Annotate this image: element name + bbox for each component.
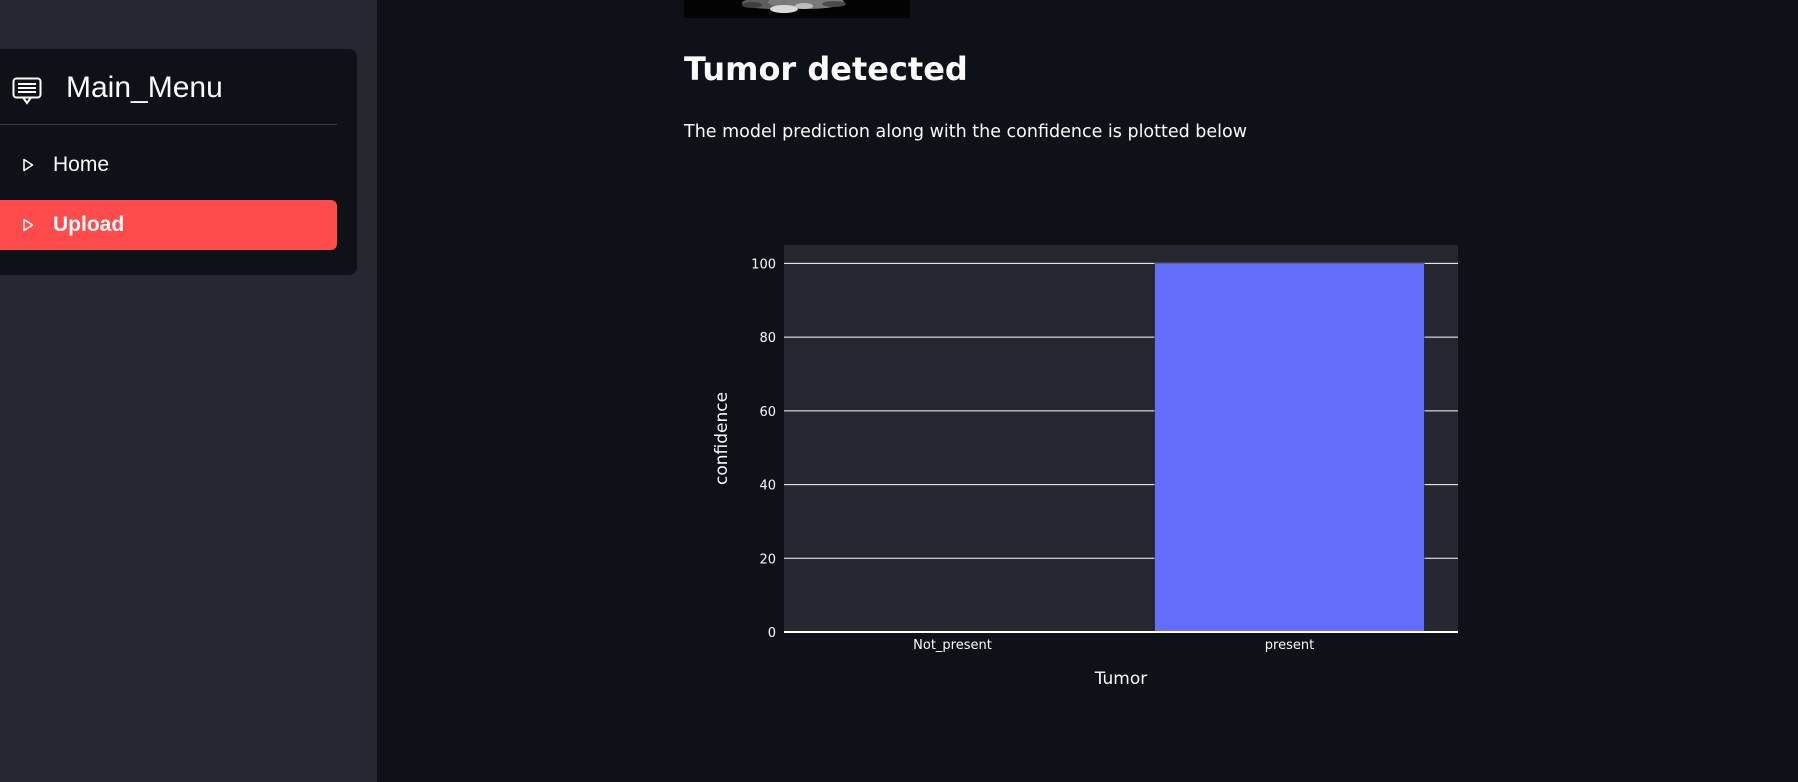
play-outline-icon	[23, 218, 34, 232]
x-tick-label: present	[1265, 638, 1314, 653]
y-tick-labels: 0 20 40 60 80 100	[751, 257, 776, 641]
y-tick-label: 100	[751, 257, 776, 272]
menu-item-label: Home	[53, 153, 110, 176]
menu-list-icon	[12, 77, 42, 105]
scan-image-fragment	[742, 0, 846, 13]
bar-present[interactable]	[1154, 263, 1425, 633]
y-tick-label: 0	[768, 626, 776, 641]
menu-item-label: Upload	[53, 213, 125, 236]
menu-title: Main_Menu	[66, 71, 223, 104]
y-tick-label: 60	[759, 405, 776, 420]
result-heading: Tumor detected	[684, 50, 968, 88]
play-outline-icon	[23, 158, 34, 172]
sidebar: Main_Menu Home Upload	[0, 0, 377, 782]
menu-item-home[interactable]: Home	[0, 140, 337, 190]
main-menu: Main_Menu Home Upload	[0, 49, 357, 275]
y-tick-label: 40	[759, 479, 776, 494]
x-tick-labels: Not_present present	[913, 638, 1314, 653]
menu-header: Main_Menu	[0, 49, 337, 125]
x-tick-label: Not_present	[913, 638, 992, 653]
menu-item-upload[interactable]: Upload	[0, 200, 337, 250]
bars	[1154, 263, 1425, 633]
uploaded-scan-image	[684, 0, 910, 18]
confidence-bar-chart: 0 20 40 60 80 100 Not_present present Tumor co…	[712, 245, 1458, 689]
main-content: Tumor detected The model prediction alon…	[377, 0, 1798, 782]
x-axis-label: Tumor	[1094, 669, 1148, 689]
result-description: The model prediction along with the conf…	[684, 122, 1248, 142]
y-tick-label: 80	[759, 331, 776, 346]
y-tick-label: 20	[759, 552, 776, 567]
y-axis-label: confidence	[712, 392, 732, 485]
